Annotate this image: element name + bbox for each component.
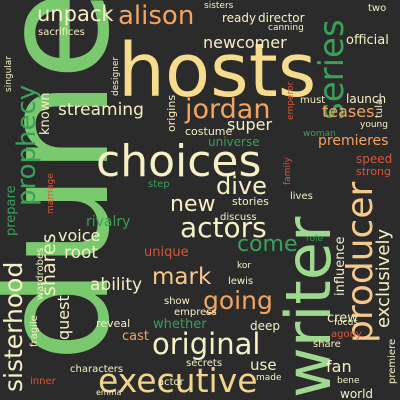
word-step: step: [148, 179, 170, 190]
word-unpack: unpack: [37, 2, 114, 26]
word-ability: ability: [90, 275, 143, 295]
word-crew: crew: [327, 311, 358, 326]
word-fragile: fragile: [29, 315, 40, 347]
word-young: young: [360, 120, 388, 130]
word-woman: woman: [303, 129, 336, 139]
word-jordan: jordan: [185, 94, 271, 125]
word-fan: fan: [326, 357, 352, 376]
word-wardrobes: wardrobes: [35, 247, 46, 300]
word-stories: stories: [232, 195, 269, 208]
word-director: director: [258, 11, 305, 25]
word-unique: unique: [144, 245, 189, 260]
word-role: role: [306, 234, 324, 244]
word-marriage: marriage: [46, 173, 56, 214]
word-discuss: discuss: [220, 212, 257, 223]
word-ready: ready: [222, 11, 257, 25]
word-must: must: [300, 95, 326, 106]
word-influence: influence: [333, 236, 348, 296]
word-alison: alison: [118, 1, 195, 31]
word-premieres: premieres: [318, 133, 389, 149]
word-cast: cast: [122, 329, 149, 344]
word-streaming: streaming: [58, 100, 144, 120]
word-use: use: [250, 356, 277, 374]
word-secrets: secrets: [186, 358, 223, 369]
word-strong: strong: [356, 165, 392, 178]
word-made: made: [256, 373, 282, 383]
word-premiere: premiere: [387, 338, 398, 384]
word-two: two: [368, 3, 387, 14]
word-universe: universe: [208, 135, 260, 149]
word-newcomer: newcomer: [203, 33, 287, 52]
word-tula: tula: [374, 98, 385, 118]
word-quest: quest: [54, 295, 73, 340]
word-come: come: [237, 232, 298, 257]
word-bene: bene: [337, 376, 360, 386]
word-dive: dive: [216, 172, 267, 200]
word-costume: costume: [185, 125, 233, 138]
word-voice: voice: [58, 226, 101, 245]
word-rivalry: rivalry: [86, 214, 131, 230]
word-show: show: [164, 296, 190, 307]
word-origins: origins: [165, 94, 178, 132]
word-singular: singular: [4, 55, 14, 92]
word-sisters: sisters: [204, 1, 234, 11]
word-original: original: [152, 327, 261, 361]
word-sacrifices: sacrifices: [38, 27, 85, 38]
word-new: new: [170, 192, 216, 217]
word-emma: emma: [96, 388, 122, 397]
word-speed: speed: [356, 152, 393, 166]
word-lives: lives: [290, 191, 313, 202]
word-designer: designer: [111, 56, 121, 96]
word-lewis: lewis: [228, 276, 254, 287]
word-choices: choices: [96, 136, 262, 187]
word-prepare: prepare: [4, 185, 19, 236]
word-share: share: [313, 339, 341, 350]
word-actor: actor: [158, 377, 184, 388]
word-super: super: [227, 115, 273, 134]
word-exclusively: exclusively: [373, 228, 394, 328]
word-characters: characters: [70, 364, 124, 375]
word-deep: deep: [250, 319, 280, 333]
word-canning: canning: [268, 23, 304, 33]
word-teases: teases: [322, 102, 375, 121]
word-whether: whether: [153, 317, 207, 332]
word-emperor: emperor: [286, 81, 296, 120]
word-mark: mark: [152, 264, 212, 290]
word-focus: focus: [334, 318, 359, 328]
word-world: world: [340, 387, 374, 400]
word-reveal: reveal: [96, 317, 131, 330]
word-official: official: [346, 33, 389, 48]
word-root: root: [64, 243, 99, 263]
word-executive: executive: [98, 361, 258, 400]
word-actors: actors: [180, 211, 267, 244]
word-empress: empress: [174, 307, 217, 318]
word-family: family: [283, 157, 293, 185]
word-hosts: hosts: [118, 28, 317, 114]
word-sisterhood: sisterhood: [0, 261, 28, 392]
word-agony: agony: [331, 329, 362, 340]
word-kor: kor: [237, 261, 252, 271]
word-launch: launch: [346, 92, 387, 106]
word-going: going: [203, 286, 273, 315]
word-known: known: [38, 92, 53, 135]
word-inner: inner: [30, 376, 56, 387]
